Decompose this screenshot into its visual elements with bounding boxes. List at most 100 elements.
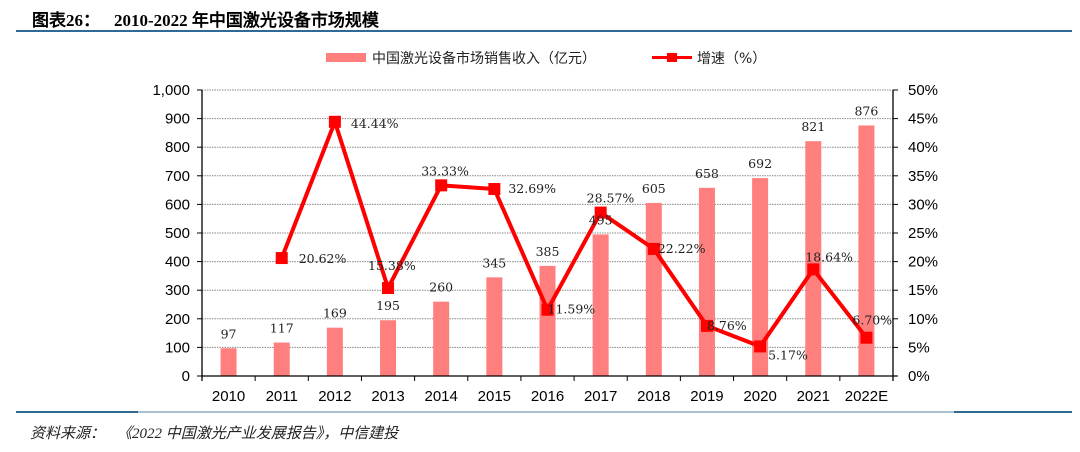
bar-value-label: 260: [429, 280, 453, 295]
growth-marker: [275, 252, 288, 265]
bar-value-label: 658: [695, 166, 719, 181]
growth-value-label: 5.17%: [768, 347, 808, 362]
bar: [539, 265, 556, 376]
figure-title: 图表26： 2010-2022 年中国激光设备市场规模: [32, 6, 379, 31]
bar: [273, 342, 290, 376]
figure-label: 图表26：: [32, 11, 100, 30]
bar-value-label: 117: [270, 321, 294, 336]
growth-value-label: 33.33%: [421, 163, 469, 178]
left-tick-label: 300: [165, 282, 190, 299]
growth-value-label: 15.38%: [368, 258, 416, 273]
right-tick-label: 25%: [908, 225, 938, 242]
growth-line: [279, 115, 869, 349]
bar-value-label: 605: [642, 181, 666, 196]
bar-value-label: 876: [854, 103, 878, 118]
growth-marker: [541, 303, 554, 316]
source-label: 资料来源：: [30, 426, 106, 442]
growth-marker: [382, 282, 395, 295]
x-tick-label: 2014: [425, 388, 458, 405]
right-tick-label: 35%: [908, 168, 938, 185]
left-tick-label: 1,000: [152, 82, 190, 99]
right-tick-label: 30%: [908, 196, 938, 213]
right-tick-label: 45%: [908, 111, 938, 128]
source-text: 《2022 中国激光产业发展报告》，中信建投: [117, 426, 399, 442]
bar: [380, 320, 397, 376]
right-tick-label: 10%: [908, 311, 938, 328]
growth-value-label: 28.57%: [587, 191, 635, 206]
footer-rule: [16, 411, 1072, 413]
title-rule: [16, 30, 1072, 32]
bar: [698, 187, 715, 376]
right-tick-label: 50%: [908, 82, 938, 99]
bar: [645, 202, 662, 376]
legend-line-marker: [667, 53, 677, 62]
right-tick-label: 0%: [908, 368, 930, 385]
growth-marker: [328, 115, 341, 128]
bar-value-label: 97: [221, 326, 237, 341]
x-tick-label: 2018: [637, 388, 670, 405]
figure-title-text: 2010-2022 年中国激光设备市场规模: [114, 11, 379, 30]
x-tick-label: 2011: [266, 388, 298, 405]
x-tick-label: 2017: [584, 388, 617, 405]
growth-marker: [647, 242, 660, 255]
x-tick-label: 2012: [318, 388, 351, 405]
legend-line-label: 增速（%）: [697, 51, 766, 67]
bar-value-label: 692: [748, 156, 772, 171]
growth-marker: [807, 263, 820, 276]
growth-value-label: 11.59%: [548, 302, 596, 317]
legend: 中国激光设备市场销售收入（亿元） 增速（%）: [326, 50, 766, 67]
x-tick-label: 2019: [690, 388, 723, 405]
bar-value-label: 821: [801, 119, 825, 134]
growth-marker: [860, 331, 873, 344]
legend-bar-swatch: [326, 53, 366, 62]
left-tick-label: 0: [182, 368, 190, 385]
growth-value-label: 32.69%: [508, 181, 556, 196]
legend-bar-label: 中国激光设备市场销售收入（亿元）: [372, 50, 596, 67]
x-tick-label: 2015: [478, 388, 511, 405]
left-tick-label: 900: [165, 111, 190, 128]
growth-marker: [435, 179, 448, 192]
bar: [433, 301, 450, 376]
left-tick-label: 700: [165, 168, 190, 185]
bar-value-label: 169: [323, 306, 347, 321]
axes: 0 100 200 300 400 500 600 700 800 900 1,000 0% 5% 10%…: [152, 82, 938, 405]
x-tick-label: 2022E: [845, 388, 888, 405]
line-series: [275, 115, 873, 353]
left-tick-label: 400: [165, 254, 190, 271]
left-tick-label: 200: [165, 311, 190, 328]
growth-marker: [594, 206, 607, 219]
bar: [220, 348, 237, 376]
bar-value-label: 385: [536, 244, 560, 259]
x-tick-label: 2021: [797, 388, 830, 405]
growth-value-label: 20.62%: [299, 251, 347, 266]
footer-rule-accent-left: [16, 411, 138, 413]
data-labels: 97 117 169 195 260 345 385 495 605 658 692 821 876 20…: [221, 103, 893, 362]
bar-value-label: 195: [376, 298, 400, 313]
right-tick-label: 40%: [908, 139, 938, 156]
bar: [592, 234, 609, 376]
x-tick-label: 2010: [212, 388, 245, 405]
bar: [752, 178, 769, 376]
growth-value-label: 22.22%: [658, 241, 706, 256]
x-tick-label: 2013: [371, 388, 404, 405]
x-tick-label: 2020: [743, 388, 776, 405]
growth-marker: [754, 340, 767, 353]
right-tick-label: 5%: [908, 339, 930, 356]
x-tick-label: 2016: [531, 388, 564, 405]
right-tick-label: 20%: [908, 254, 938, 271]
left-tick-label: 800: [165, 139, 190, 156]
growth-marker: [488, 183, 501, 196]
growth-value-label: 18.64%: [805, 249, 853, 264]
growth-value-label: 6.70%: [852, 313, 892, 328]
growth-value-label: 44.44%: [351, 116, 399, 131]
bar: [326, 327, 343, 376]
source-note: 资料来源： 《2022 中国激光产业发展报告》，中信建投: [30, 422, 398, 443]
footer-rule-accent-right: [954, 411, 1072, 413]
left-tick-label: 600: [165, 196, 190, 213]
left-tick-label: 500: [165, 225, 190, 242]
right-tick-label: 15%: [908, 282, 938, 299]
bar: [805, 141, 822, 376]
bar-value-label: 345: [482, 255, 506, 270]
bar: [858, 125, 875, 377]
